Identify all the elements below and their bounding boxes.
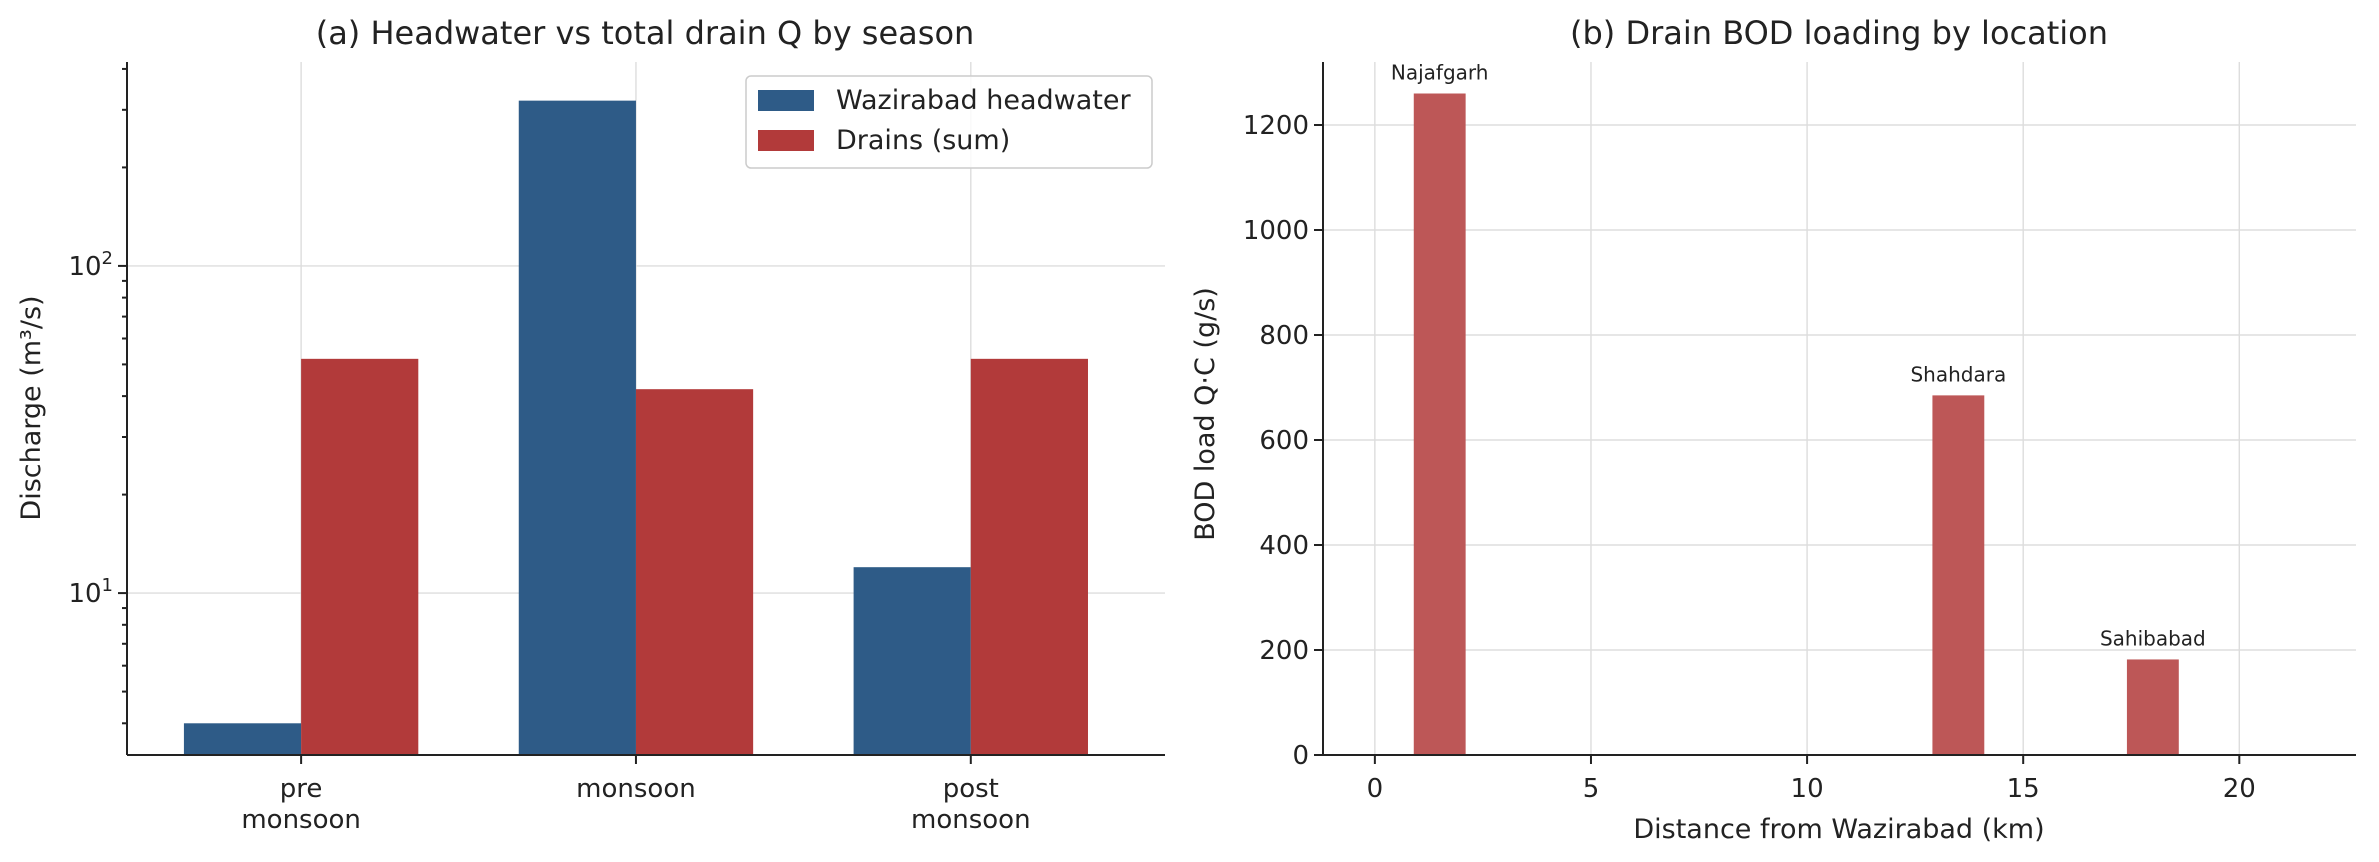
panel-a-x-tick-label: monsoon [576, 774, 696, 804]
panel-a-tick-labels: 101 102 pre monsoon monsoon post monsoon [68, 248, 1030, 835]
panel-b-tick-labels: 0 200 400 600 800 1000 1200 0 5 10 15 20 [1243, 111, 2256, 804]
panel-a-bar-headwater [853, 567, 971, 755]
panel-b-x-tick-label: 15 [2007, 774, 2040, 804]
panel-a-legend-swatch [758, 90, 814, 111]
panel-a-y-tick-label: 101 [68, 575, 113, 609]
panel-b-axes [1314, 62, 2356, 764]
panel-a-axes [118, 62, 1165, 764]
panel-b-bar-annotations: Najafgarh Shahdara Sahibabad [1391, 61, 2206, 651]
panel-a-x-tick-label: post monsoon [911, 774, 1031, 835]
panel-a-bar-drains [635, 389, 754, 755]
panel-a-y-axis-label: Discharge (m³/s) [16, 295, 47, 520]
panel-a-bars [183, 100, 1088, 755]
panel-a-x-tick-label: pre monsoon [241, 774, 361, 835]
panel-b-x-tick-label: 10 [1791, 774, 1824, 804]
panel-b-x-tick-label: 20 [2223, 774, 2256, 804]
panel-b-gridlines [1323, 62, 2356, 756]
panel-b-bar-label: Najafgarh [1391, 61, 1489, 85]
panel-a-legend-swatch [758, 130, 814, 151]
panel-b-y-tick-label: 0 [1292, 741, 1309, 771]
panel-b-bar-label: Sahibabad [2100, 626, 2206, 650]
panel-a-bar-headwater [518, 100, 636, 755]
panel-a-bar-drains [301, 358, 419, 755]
panel-b-bar-najafgarh [1413, 93, 1466, 755]
panel-a-bar-drains [970, 358, 1088, 755]
panel-b-y-tick-label: 600 [1259, 426, 1309, 456]
panel-b-title: (b) Drain BOD loading by location [1570, 14, 2108, 52]
panel-a-title: (a) Headwater vs total drain Q by season [316, 14, 975, 52]
panel-b-y-tick-label: 400 [1259, 531, 1309, 561]
panel-a-legend-frame [745, 75, 1153, 169]
panel-b-x-axis-label: Distance from Wazirabad (km) [1633, 814, 2044, 845]
panel-a-bar-headwater [183, 723, 302, 755]
panel-a-legend-label: Drains (sum) [836, 125, 1010, 156]
panel-a-legend-label: Wazirabad headwater [836, 85, 1131, 116]
panel-b-bar-shahdara [1932, 395, 1985, 755]
panel-b-bar-label: Shahdara [1910, 362, 2006, 386]
panel-b-bod-chart: (b) Drain BOD loading by location BOD lo… [1190, 14, 2356, 845]
panel-a-y-tick-label: 102 [68, 248, 113, 282]
panel-a-discharge-chart: (a) Headwater vs total drain Q by season… [16, 14, 1165, 835]
panel-b-y-axis-label: BOD load Q·C (g/s) [1190, 287, 1221, 541]
panel-b-x-tick-label: 5 [1583, 774, 1600, 804]
panel-b-bar-sahibabad [2126, 659, 2179, 755]
panel-b-y-tick-label: 1000 [1243, 216, 1309, 246]
panel-a-legend: Wazirabad headwater Drains (sum) [745, 75, 1153, 169]
panel-b-y-tick-label: 200 [1259, 636, 1309, 666]
panel-b-y-tick-label: 800 [1259, 321, 1309, 351]
panel-b-y-tick-label: 1200 [1243, 111, 1309, 141]
panel-b-x-tick-label: 0 [1367, 774, 1384, 804]
panel-b-bars [1413, 93, 2179, 755]
